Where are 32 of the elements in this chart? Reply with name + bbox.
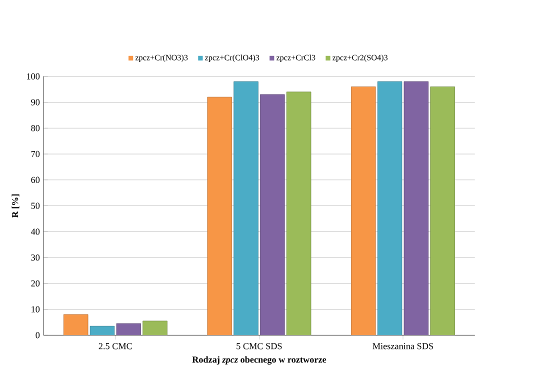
- y-tick-label: 20: [31, 280, 40, 287]
- y-tick-label: 50: [31, 202, 40, 210]
- legend-label: zpcz+Cr(ClO4)3: [205, 54, 260, 62]
- bar: [234, 82, 258, 336]
- y-tick-label: 60: [31, 177, 40, 184]
- y-tick-label: 90: [31, 99, 40, 106]
- x-axis-title: Rodzaj zpcz obecnego w roztworze: [192, 356, 326, 365]
- bar: [142, 320, 168, 336]
- legend-label: zpcz+Cr(NO3)3: [135, 54, 188, 62]
- y-tick-label: 40: [30, 228, 40, 235]
- bar: [116, 324, 141, 336]
- y-tick-label: 0: [36, 332, 40, 338]
- x-tick-label: 2.5 CMC: [98, 343, 132, 350]
- bar: [286, 92, 312, 336]
- x-tick-label: 5 CMC SDS: [236, 343, 282, 350]
- bar: [430, 86, 455, 336]
- legend-label: zpcz+Cr2(SO4)3: [332, 54, 388, 62]
- bar: [351, 86, 376, 336]
- bar: [260, 94, 285, 336]
- bar: [377, 82, 402, 336]
- legend-label: zpcz+CrCl3: [276, 54, 316, 62]
- y-tick-label: 30: [31, 254, 40, 261]
- bar: [63, 314, 88, 336]
- bar: [90, 326, 114, 336]
- y-tick-label: 70: [31, 151, 40, 158]
- bar: [404, 82, 429, 336]
- y-tick-label: 10: [32, 306, 40, 313]
- bar: [207, 97, 232, 336]
- y-tick-label: 100: [27, 73, 40, 80]
- y-axis-title: R [%]: [12, 194, 20, 218]
- x-tick-label: Mieszanina SDS: [372, 343, 433, 350]
- y-tick-label: 80: [31, 125, 40, 132]
